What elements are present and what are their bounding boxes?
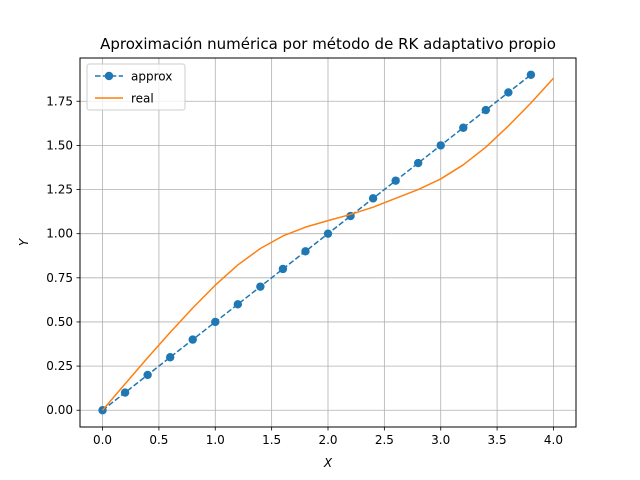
y-tick-label: 0.00 <box>46 403 73 417</box>
x-tick-label: 3.0 <box>431 433 450 447</box>
y-axis-label: Y <box>17 237 31 246</box>
series-line-approx <box>102 74 532 411</box>
data-point-approx <box>481 105 491 115</box>
x-tick-label: 0.0 <box>93 433 112 447</box>
y-tick-label: 1.25 <box>46 183 73 197</box>
data-point-approx <box>120 388 130 397</box>
x-tick-label: 2.5 <box>375 433 394 447</box>
data-point-approx <box>391 176 400 185</box>
x-tick-label: 4.0 <box>544 433 563 447</box>
data-point-approx <box>165 353 175 362</box>
x-tick-label: 3.5 <box>488 433 507 447</box>
data-point-approx <box>368 194 378 203</box>
data-point-approx <box>233 300 243 309</box>
data-point-approx <box>459 123 468 132</box>
x-tick-label: 1.0 <box>206 433 225 447</box>
data-point-approx <box>211 317 220 327</box>
data-point-approx <box>143 370 152 380</box>
data-point-approx <box>413 158 423 168</box>
y-tick-label: 1.50 <box>46 138 73 152</box>
chart-title: Aproximación numérica por método de RK a… <box>100 35 556 53</box>
y-tick-label: 0.50 <box>46 315 73 329</box>
legend-label-approx: approx <box>131 70 172 84</box>
legend: approx real <box>86 63 186 111</box>
data-point-approx <box>256 282 265 291</box>
x-axis-label: X <box>323 456 333 470</box>
plot-series <box>98 70 555 415</box>
y-tick-label: 1.00 <box>46 227 73 241</box>
x-tick-label: 0.5 <box>149 433 168 447</box>
data-point-approx <box>504 88 513 97</box>
y-tick-label: 1.75 <box>46 94 73 108</box>
data-point-approx <box>323 229 333 238</box>
legend-label-real: real <box>131 92 154 106</box>
data-point-approx <box>188 335 197 344</box>
y-tick-label: 0.75 <box>46 271 73 285</box>
axis-ticks: 0.0 0.5 1.0 1.5 2.0 2.5 3.0 3.5 4.0 0.00 0.25 0.50 0… <box>46 94 563 447</box>
legend-marker-approx <box>104 71 114 81</box>
data-point-approx <box>436 141 445 150</box>
data-point-approx <box>278 264 288 274</box>
series-line-real <box>101 77 555 411</box>
x-tick-label: 2.0 <box>318 433 337 447</box>
data-point-approx <box>301 247 310 256</box>
data-point-approx <box>526 70 536 79</box>
y-tick-label: 0.25 <box>46 359 73 373</box>
x-tick-label: 1.5 <box>262 433 281 447</box>
